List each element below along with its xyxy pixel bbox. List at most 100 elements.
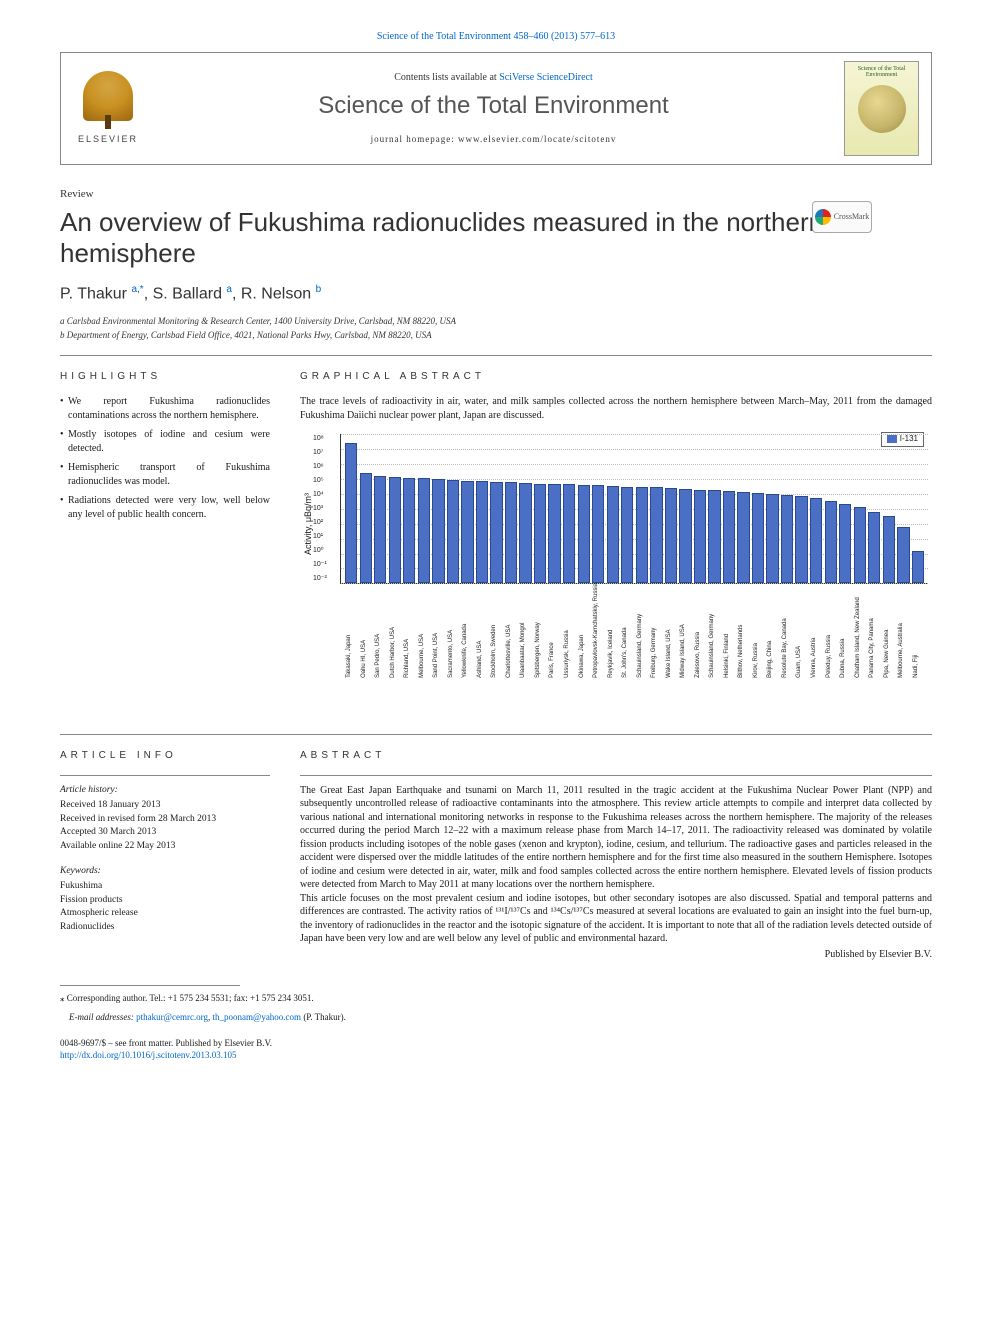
citation-link[interactable]: Science of the Total Environment 458–460…: [377, 31, 615, 42]
xtick-label: Vienna, Austria: [810, 583, 822, 681]
bar: [418, 478, 430, 583]
ytick-label: 10¹: [313, 532, 327, 541]
highlight-item: Mostly isotopes of iodine and cesium wer…: [60, 428, 270, 455]
email2-link[interactable]: th_poonam@yahoo.com: [213, 1012, 302, 1022]
xtick-label: Yellowknife, Canada: [461, 583, 473, 681]
bar: [636, 487, 648, 584]
xtick-label: San Pedro, USA: [374, 583, 386, 681]
xtick-label: Helsinki, Finland: [723, 583, 735, 681]
bar: [883, 516, 895, 583]
crossmark-badge[interactable]: CrossMark: [812, 201, 872, 233]
bar: [825, 501, 837, 583]
highlight-item: Radiations detected were very low, well …: [60, 494, 270, 521]
ytick-label: 10³: [313, 504, 327, 513]
highlights-list: We report Fukushima radionuclides contam…: [60, 395, 270, 521]
cover-globe-icon: [858, 85, 906, 133]
xtick-label: Chatham Island, New Zealand: [854, 583, 866, 681]
bar: [737, 492, 749, 584]
abstract-heading: ABSTRACT: [300, 749, 932, 763]
chart-xticks: Takasaki, JapanOahu HI, USASan Pedro, US…: [341, 583, 928, 681]
xtick-label: Dubna, Russia: [839, 583, 851, 681]
bar: [563, 484, 575, 583]
xtick-label: Okinawa, Japan: [578, 583, 590, 681]
email1-link[interactable]: pthakur@cemrc.org: [136, 1012, 208, 1022]
xtick-label: Paris, France: [548, 583, 560, 681]
xtick-label: Panama City, Panama: [868, 583, 880, 681]
xtick-label: Beijing, China: [766, 583, 778, 681]
crossmark-icon: [815, 209, 831, 225]
xtick-label: Ulaanbaatar, Mongol: [519, 583, 531, 681]
ytick-label: 10⁶: [313, 462, 327, 471]
bar: [839, 504, 851, 583]
xtick-label: Bilthov, Netherlands: [737, 583, 749, 681]
abstract-section: ABSTRACT The Great East Japan Earthquake…: [300, 749, 932, 961]
xtick-label: Richland, USA: [403, 583, 415, 681]
crossmark-label: CrossMark: [834, 212, 870, 223]
bar: [461, 481, 473, 584]
xtick-label: Wake Island, USA: [665, 583, 677, 681]
doi-anchor[interactable]: http://dx.doi.org/10.1016/j.scitotenv.20…: [60, 1050, 237, 1060]
email-suffix: (P. Thakur).: [301, 1012, 346, 1022]
xtick-label: Ussuriysk, Russia: [563, 583, 575, 681]
ytick-label: 10²: [313, 518, 327, 527]
bar: [723, 491, 735, 583]
publisher-line: Published by Elsevier B.V.: [300, 948, 932, 962]
elsevier-label: ELSEVIER: [78, 133, 138, 145]
graphical-abstract-section: GRAPHICAL ABSTRACT The trace levels of r…: [300, 370, 932, 721]
xtick-label: Guam, USA: [795, 583, 807, 681]
bar: [534, 484, 546, 584]
xtick-label: Schauinsland, Germany: [636, 583, 648, 681]
info-rule: [60, 775, 270, 776]
bar: [679, 489, 691, 584]
footer-rule: [60, 985, 240, 986]
keyword: Fission products: [60, 894, 270, 907]
ytick-label: 10⁸: [313, 434, 327, 443]
p2-and: and: [531, 906, 551, 917]
bar: [607, 486, 619, 584]
homepage-url: www.elsevier.com/locate/scitotenv: [458, 134, 616, 144]
info-heading: ARTICLE INFO: [60, 749, 270, 763]
xtick-label: Oahu HI, USA: [360, 583, 372, 681]
chart-yticks: 10⁸10⁷10⁶10⁵10⁴10³10²10¹10⁰10⁻¹10⁻²: [313, 434, 327, 583]
highlight-item: Hemispheric transport of Fukushima radio…: [60, 461, 270, 488]
keywords-head: Keywords:: [60, 865, 270, 878]
affiliation: b Department of Energy, Carlsbad Field O…: [60, 329, 932, 341]
ratio2: ¹³⁴Cs/¹³⁷Cs: [551, 906, 594, 917]
article-title: An overview of Fukushima radionuclides m…: [60, 207, 932, 268]
xtick-label: Sand Point, USA: [432, 583, 444, 681]
ytick-label: 10⁴: [313, 490, 327, 499]
elsevier-tree-icon: [83, 71, 133, 121]
elsevier-logo: ELSEVIER: [73, 66, 143, 151]
doi-link[interactable]: http://dx.doi.org/10.1016/j.scitotenv.20…: [60, 1049, 932, 1061]
ga-caption: The trace levels of radioactivity in air…: [300, 395, 932, 422]
homepage-prefix: journal homepage:: [371, 134, 458, 144]
xtick-label: Stockholm, Sweden: [490, 583, 502, 681]
bar: [781, 495, 793, 584]
abstract-para2: This article focuses on the most prevale…: [300, 892, 932, 946]
header-center: Contents lists available at SciVerse Sci…: [143, 71, 844, 145]
issn-line: 0048-9697/$ – see front matter. Publishe…: [60, 1037, 932, 1049]
highlights-heading: HIGHLIGHTS: [60, 370, 270, 384]
xtick-label: Pipa, New Guinea: [883, 583, 895, 681]
xtick-label: Spitsbergen, Norway: [534, 583, 546, 681]
journal-cover-thumb: Science of the Total Environment: [844, 61, 919, 156]
xtick-label: Ashland, USA: [476, 583, 488, 681]
xtick-label: Freiburg, Germany: [650, 583, 662, 681]
bar: [752, 493, 764, 583]
ratio1: ¹³¹I/¹³⁷Cs: [495, 906, 530, 917]
bar: [665, 488, 677, 583]
xtick-label: Kirov, Russia: [752, 583, 764, 681]
history-line: Available online 22 May 2013: [60, 840, 270, 853]
bar: [621, 487, 633, 584]
xtick-label: Midway Island, USA: [679, 583, 691, 681]
xtick-label: Melbourne, Australia: [897, 583, 909, 681]
ytick-label: 10⁻¹: [313, 560, 327, 569]
keyword: Fukushima: [60, 880, 270, 893]
bar: [389, 477, 401, 584]
xtick-label: Schauinsland, Germany: [708, 583, 720, 681]
bar: [403, 478, 415, 584]
xtick-label: Nadi, Fiji: [912, 583, 924, 681]
highlight-item: We report Fukushima radionuclides contam…: [60, 395, 270, 422]
xtick-label: Zalesovo, Russia: [694, 583, 706, 681]
scidirect-link[interactable]: SciVerse ScienceDirect: [499, 72, 593, 83]
